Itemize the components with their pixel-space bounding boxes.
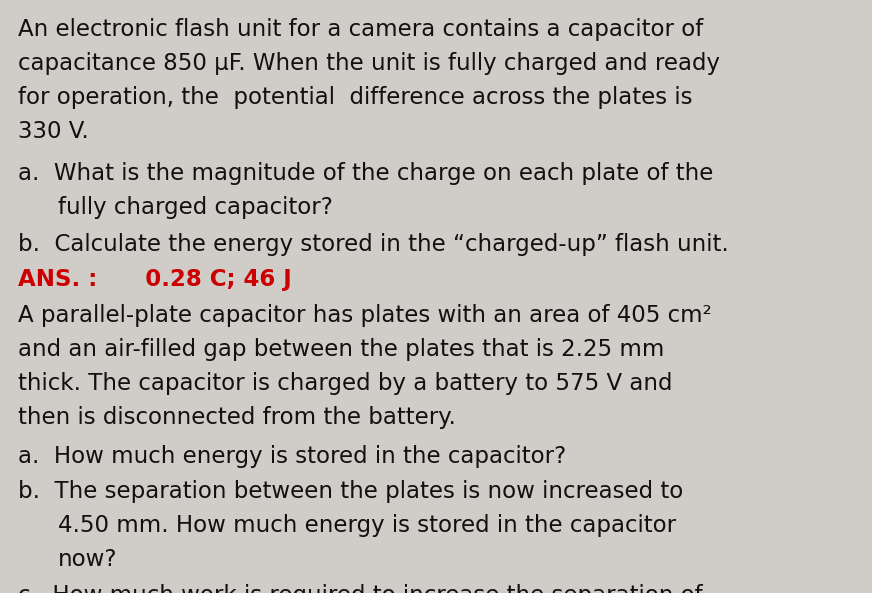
Text: a.  How much energy is stored in the capacitor?: a. How much energy is stored in the capa…: [18, 445, 566, 468]
Text: fully charged capacitor?: fully charged capacitor?: [58, 196, 333, 219]
Text: b.  The separation between the plates is now increased to: b. The separation between the plates is …: [18, 480, 684, 503]
Text: c.  How much work is required to increase the separation of: c. How much work is required to increase…: [18, 584, 703, 593]
Text: for operation, the  potential  difference across the plates is: for operation, the potential difference …: [18, 86, 692, 109]
Text: An electronic flash unit for a camera contains a capacitor of: An electronic flash unit for a camera co…: [18, 18, 703, 41]
Text: 4.50 mm. How much energy is stored in the capacitor: 4.50 mm. How much energy is stored in th…: [58, 514, 676, 537]
Text: now?: now?: [58, 548, 118, 571]
Text: then is disconnected from the battery.: then is disconnected from the battery.: [18, 406, 456, 429]
Text: capacitance 850 μF. When the unit is fully charged and ready: capacitance 850 μF. When the unit is ful…: [18, 52, 720, 75]
Text: b.  Calculate the energy stored in the “charged-up” flash unit.: b. Calculate the energy stored in the “c…: [18, 233, 729, 256]
Text: A parallel-plate capacitor has plates with an area of 405 cm²: A parallel-plate capacitor has plates wi…: [18, 304, 712, 327]
Text: thick. The capacitor is charged by a battery to 575 V and: thick. The capacitor is charged by a bat…: [18, 372, 672, 395]
Text: a.  What is the magnitude of the charge on each plate of the: a. What is the magnitude of the charge o…: [18, 162, 713, 185]
Text: 330 V.: 330 V.: [18, 120, 89, 143]
Text: and an air-filled gap between the plates that is 2.25 mm: and an air-filled gap between the plates…: [18, 338, 664, 361]
Text: ANS. :      0.28 C; 46 J: ANS. : 0.28 C; 46 J: [18, 268, 292, 291]
